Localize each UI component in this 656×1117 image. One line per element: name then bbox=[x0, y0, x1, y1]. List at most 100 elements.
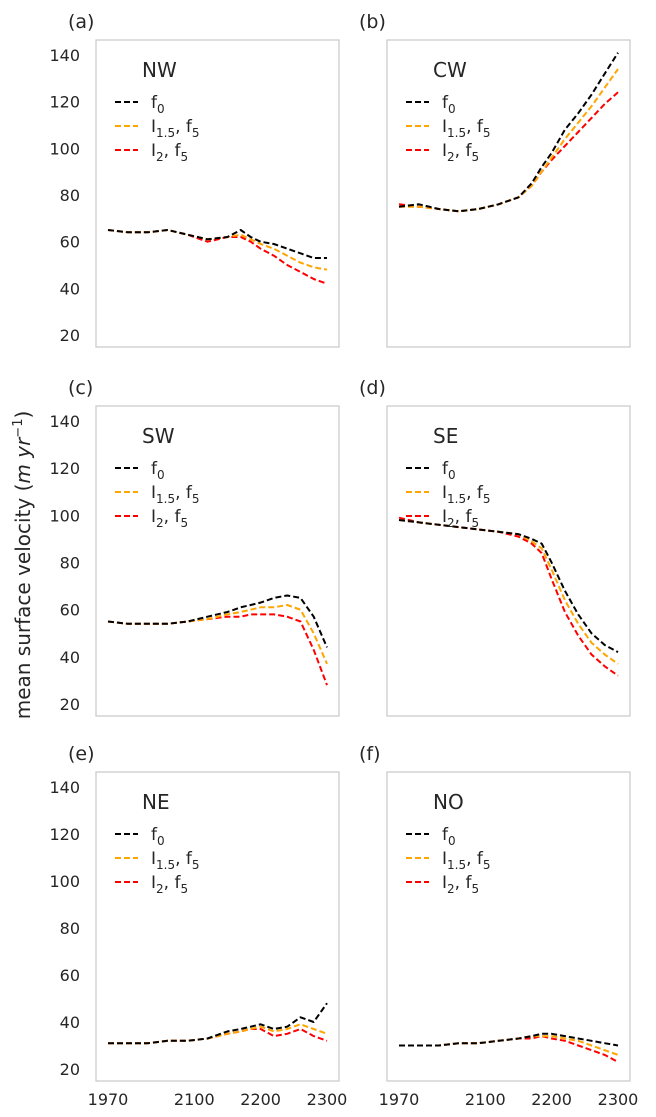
y-axis-label: mean surface velocity (m yr−1) bbox=[11, 411, 35, 720]
series-line-f0 bbox=[398, 519, 619, 653]
y-tick-label: 20 bbox=[60, 695, 80, 714]
legend-label-base: I bbox=[151, 117, 156, 137]
x-tick-label: 2100 bbox=[465, 1090, 506, 1109]
x-tick-label: 2200 bbox=[240, 1090, 281, 1109]
panel-label: (c) bbox=[68, 377, 93, 399]
legend-label-sub: 0 bbox=[157, 468, 165, 482]
legend-label-base: f bbox=[151, 825, 158, 845]
legend-label-sub2: 5 bbox=[180, 150, 188, 164]
legend-label-base: f bbox=[442, 93, 449, 113]
x-tick-label: 2100 bbox=[174, 1090, 215, 1109]
legend-label-sub2: 5 bbox=[483, 126, 491, 140]
y-tick-label: 100 bbox=[49, 872, 80, 891]
legend-label-base: I bbox=[151, 483, 156, 503]
legend-label-sub2: 5 bbox=[471, 882, 479, 896]
y-tick-label: 80 bbox=[60, 554, 80, 573]
legend-label-0: f0 bbox=[151, 93, 165, 116]
legend-label-base: f bbox=[442, 459, 449, 479]
y-tick-label: 120 bbox=[49, 93, 80, 112]
legend-label-mid: , f bbox=[455, 507, 473, 527]
series-line-f0 bbox=[399, 1032, 619, 1047]
legend-label-1: I1.5, f5 bbox=[151, 117, 200, 140]
y-tick-label: 140 bbox=[49, 46, 80, 65]
legend-label-base: I bbox=[151, 507, 156, 527]
y-tick-label: 60 bbox=[60, 601, 80, 620]
x-tick-label: 2200 bbox=[531, 1090, 572, 1109]
legend-label-base: I bbox=[442, 873, 447, 893]
legend-label-base: f bbox=[151, 459, 158, 479]
legend-label-sub: 2 bbox=[156, 150, 164, 164]
legend-label-sub: 1.5 bbox=[156, 126, 175, 140]
y-axis-label-close: ) bbox=[11, 411, 35, 419]
legend-label-sub: 2 bbox=[447, 882, 455, 896]
panel-label: (a) bbox=[68, 11, 94, 33]
legend-label-sub: 0 bbox=[448, 102, 456, 116]
x-tick-label: 1970 bbox=[88, 1090, 129, 1109]
y-tick-label: 40 bbox=[60, 279, 80, 298]
y-tick-label: 40 bbox=[60, 648, 80, 667]
panel-label: (f) bbox=[359, 743, 381, 765]
legend-label-sub: 2 bbox=[156, 882, 164, 896]
y-tick-label: 100 bbox=[49, 506, 80, 525]
legend-label-mid: , f bbox=[455, 141, 473, 161]
legend-label-2: I2, f5 bbox=[151, 873, 188, 896]
legend-label-mid: , f bbox=[164, 141, 182, 161]
legend-label-1: I1.5, f5 bbox=[442, 849, 491, 872]
y-axis-label-unit: m yr bbox=[11, 436, 35, 484]
legend-label-sub: 0 bbox=[157, 102, 165, 116]
legend-label-1: I1.5, f5 bbox=[151, 849, 200, 872]
legend-label-base: I bbox=[442, 483, 447, 503]
y-axis-label-exponent: −1 bbox=[11, 419, 26, 438]
series-line-f0 bbox=[107, 229, 327, 259]
legend-label-2: I2, f5 bbox=[442, 507, 479, 530]
y-tick-label: 40 bbox=[60, 1013, 80, 1032]
legend-label-sub2: 5 bbox=[471, 150, 479, 164]
legend-label-base: I bbox=[442, 141, 447, 161]
legend-label-sub: 1.5 bbox=[447, 126, 466, 140]
legend-label-mid: , f bbox=[466, 849, 484, 869]
legend-label-base: I bbox=[151, 141, 156, 161]
legend-label-0: f0 bbox=[442, 93, 456, 116]
legend-label-base: I bbox=[151, 849, 156, 869]
legend-label-sub: 2 bbox=[447, 150, 455, 164]
legend-label-1: I1.5, f5 bbox=[442, 117, 491, 140]
y-tick-label: 140 bbox=[49, 778, 80, 797]
legend-label-mid: , f bbox=[455, 873, 473, 893]
x-tick-label: 2300 bbox=[598, 1090, 639, 1109]
legend-label-sub: 0 bbox=[448, 834, 456, 848]
panel-title: NO bbox=[433, 790, 464, 814]
legend-label-sub2: 5 bbox=[192, 492, 200, 506]
y-tick-label: 120 bbox=[49, 825, 80, 844]
y-tick-label: 80 bbox=[60, 186, 80, 205]
legend-label-sub2: 5 bbox=[471, 516, 479, 530]
legend-label-1: I1.5, f5 bbox=[151, 483, 200, 506]
panel-title: SE bbox=[433, 424, 458, 448]
series-line-f0 bbox=[107, 594, 328, 648]
plot-frame bbox=[95, 405, 340, 717]
legend-label-2: I2, f5 bbox=[442, 141, 479, 164]
legend-label-sub: 1.5 bbox=[156, 858, 175, 872]
x-tick-label: 1970 bbox=[379, 1090, 420, 1109]
legend-label-sub2: 5 bbox=[483, 858, 491, 872]
plot-frame bbox=[386, 771, 631, 1082]
plot-frame bbox=[95, 39, 340, 348]
legend-label-1: I1.5, f5 bbox=[442, 483, 491, 506]
legend-label-2: I2, f5 bbox=[151, 141, 188, 164]
panel-label: (d) bbox=[359, 377, 386, 399]
legend-label-0: f0 bbox=[442, 459, 456, 482]
y-tick-label: 80 bbox=[60, 919, 80, 938]
legend-label-base: I bbox=[151, 873, 156, 893]
y-tick-label: 20 bbox=[60, 1060, 80, 1079]
legend-label-mid: , f bbox=[175, 117, 193, 137]
legend-label-mid: , f bbox=[175, 849, 193, 869]
